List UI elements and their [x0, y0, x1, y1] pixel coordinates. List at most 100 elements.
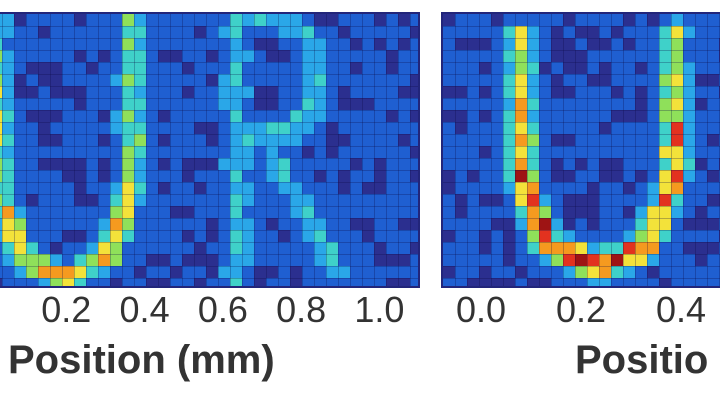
heatmap-cell: [74, 146, 86, 158]
heatmap-cell: [158, 14, 170, 26]
heatmap-cell: [14, 242, 26, 254]
heatmap-cell: [503, 242, 515, 254]
heatmap-cell: [515, 86, 527, 98]
heatmap-cell: [74, 266, 86, 278]
heatmap-cell: [707, 26, 719, 38]
heatmap-cell: [26, 14, 38, 26]
heatmap-cell: [158, 134, 170, 146]
heatmap-cell: [146, 38, 158, 50]
heatmap-cell: [182, 26, 194, 38]
heatmap-cell: [599, 14, 611, 26]
heatmap-cell: [623, 74, 635, 86]
heatmap-cell: [98, 98, 110, 110]
heatmap-cell: [659, 134, 671, 146]
heatmap-cell: [38, 98, 50, 110]
heatmap-cell: [254, 38, 266, 50]
heatmap-cell: [659, 86, 671, 98]
heatmap-cell: [467, 50, 479, 62]
heatmap-cell: [659, 254, 671, 266]
grid-line: [230, 14, 231, 286]
heatmap-cell: [350, 182, 362, 194]
heatmap-cell: [38, 230, 50, 242]
heatmap-cell: [278, 38, 290, 50]
heatmap-cell: [218, 86, 230, 98]
heatmap-cell: [134, 230, 146, 242]
heatmap-cell: [539, 26, 551, 38]
heatmap-cell: [194, 38, 206, 50]
heatmap-cell: [455, 134, 467, 146]
heatmap-cell: [635, 14, 647, 26]
heatmap-cell: [230, 86, 242, 98]
heatmap-cell: [671, 182, 683, 194]
heatmap-cell: [134, 74, 146, 86]
heatmap-cell: [611, 98, 623, 110]
heatmap-cell: [635, 26, 647, 38]
grid-line: [635, 14, 636, 286]
heatmap-cell: [86, 242, 98, 254]
heatmap-cell: [14, 50, 26, 62]
heatmap-cell: [635, 242, 647, 254]
heatmap-cell: [110, 278, 122, 286]
heatmap-cell: [479, 266, 491, 278]
heatmap-cell: [491, 278, 503, 286]
heatmap-cell: [314, 26, 326, 38]
x-tick-label: 0.2: [555, 289, 607, 330]
heatmap-cell: [611, 206, 623, 218]
heatmap-cell: [170, 50, 182, 62]
heatmap-cell: [146, 158, 158, 170]
heatmap-cell: [278, 218, 290, 230]
heatmap-cell: [707, 14, 719, 26]
heatmap-cell: [515, 50, 527, 62]
heatmap-cell: [455, 110, 467, 122]
heatmap-cell: [515, 254, 527, 266]
heatmap-cell: [206, 122, 218, 134]
heatmap-cell: [551, 86, 563, 98]
heatmap-cell: [479, 206, 491, 218]
heatmap-cell: [455, 98, 467, 110]
heatmap-cell: [266, 134, 278, 146]
heatmap-cell: [182, 86, 194, 98]
heatmap-cell: [74, 50, 86, 62]
heatmap-cell: [671, 62, 683, 74]
heatmap-cell: [647, 86, 659, 98]
heatmap-cell: [254, 62, 266, 74]
heatmap-cell: [290, 14, 302, 26]
heatmap-cell: [707, 218, 719, 230]
heatmap-cell: [338, 122, 350, 134]
heatmap-cell: [647, 122, 659, 134]
heatmap-cell: [410, 134, 418, 146]
heatmap-cell: [503, 218, 515, 230]
heatmap-cell: [74, 98, 86, 110]
heatmap-cell: [86, 170, 98, 182]
heatmap-cell: [491, 50, 503, 62]
heatmap-cell: [563, 278, 575, 286]
heatmap-cell: [302, 278, 314, 286]
heatmap-cell: [0, 134, 2, 146]
heatmap-cell: [527, 206, 539, 218]
heatmap-cell: [695, 182, 707, 194]
heatmap-cell: [290, 170, 302, 182]
heatmap-cell: [443, 218, 455, 230]
heatmap-cell: [527, 86, 539, 98]
heatmap-cell: [515, 134, 527, 146]
heatmap-cell: [386, 74, 398, 86]
heatmap-cell: [491, 170, 503, 182]
heatmap-cell: [254, 254, 266, 266]
grid-line: [38, 14, 39, 286]
grid-line: [587, 14, 588, 286]
x-tick-label: 0.4: [655, 289, 707, 330]
heatmap-cell: [467, 170, 479, 182]
heatmap-cell: [635, 278, 647, 286]
heatmap-cell: [134, 182, 146, 194]
heatmap-cell: [194, 194, 206, 206]
heatmap-cell: [467, 194, 479, 206]
heatmap-cell: [410, 146, 418, 158]
heatmap-cell: [515, 38, 527, 50]
heatmap-cell: [74, 14, 86, 26]
heatmap-cell: [0, 62, 2, 74]
grid-line: [0, 62, 418, 63]
heatmap-cell: [611, 74, 623, 86]
heatmap-cell: [362, 206, 374, 218]
heatmap-cell: [14, 254, 26, 266]
heatmap-cell: [2, 122, 14, 134]
